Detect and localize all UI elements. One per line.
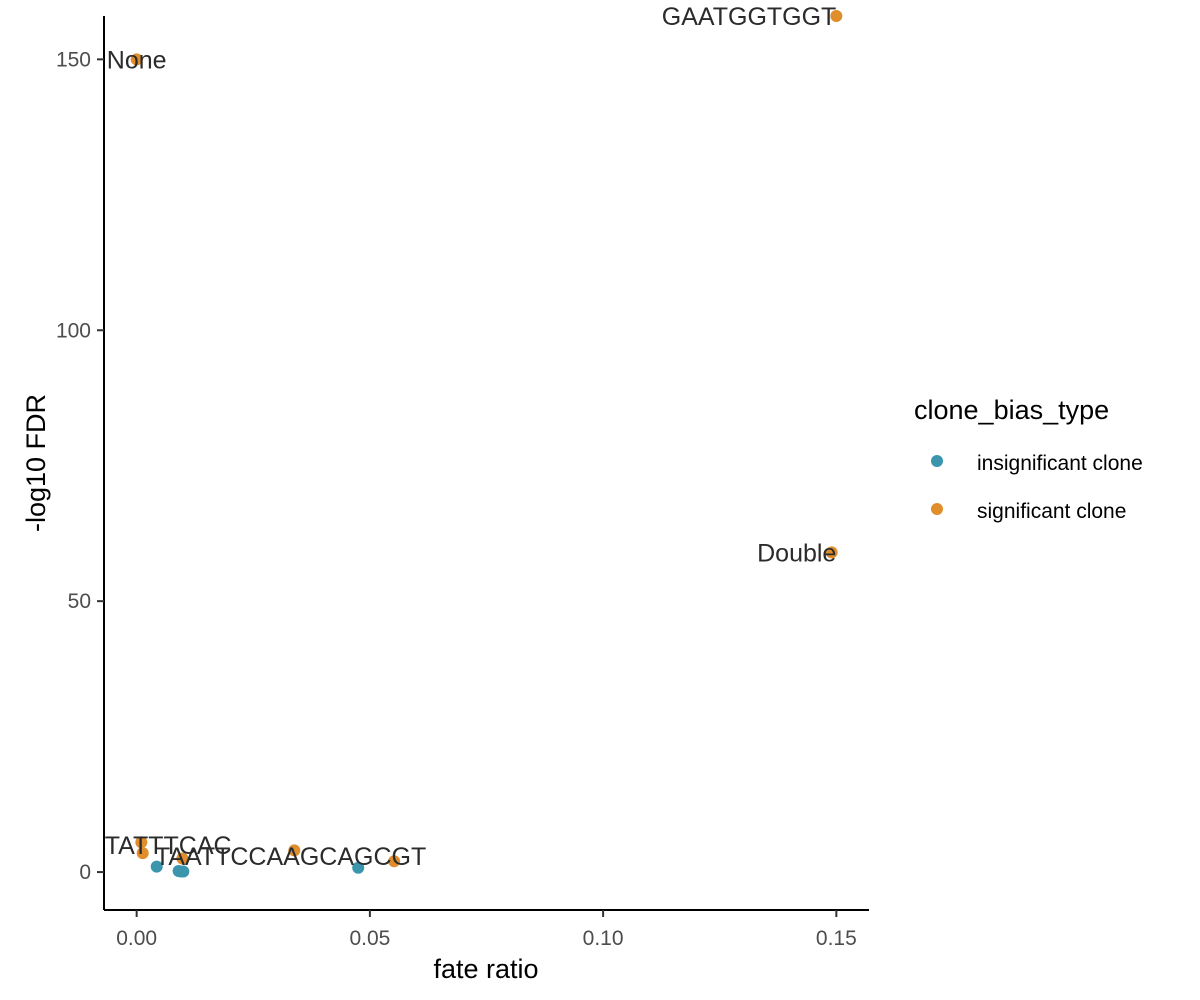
point-label: CACTATTTCAC <box>52 832 232 860</box>
y-tick-label: 0 <box>79 861 91 884</box>
x-tick-label: 0.05 <box>349 927 390 950</box>
x-axis-ticks: 0.00 0.05 0.10 0.15 <box>116 910 857 950</box>
data-point <box>388 855 401 868</box>
legend-label-insignificant: insignificant clone <box>977 452 1143 475</box>
data-point <box>135 836 148 849</box>
y-tick-label: 50 <box>68 590 91 613</box>
point-label: None <box>107 46 167 74</box>
points-layer <box>130 10 843 878</box>
y-axis-title: -log10 FDR <box>21 394 51 532</box>
point-label: GAATGGTGGT <box>662 3 837 31</box>
x-axis-title: fate ratio <box>433 954 538 984</box>
data-point <box>177 865 190 878</box>
point-label: TAATTCCAAGCAGCGT <box>155 843 426 871</box>
x-tick-label: 0.00 <box>116 927 157 950</box>
legend-key-insignificant <box>931 455 943 467</box>
x-tick-label: 0.15 <box>816 927 857 950</box>
legend-label-significant: significant clone <box>977 500 1126 523</box>
y-tick-label: 100 <box>56 319 91 342</box>
data-point <box>288 844 301 857</box>
data-point <box>136 847 149 860</box>
point-labels-layer: None GAATGGTGGT Double CACTATTTCACTAATTCCAA… <box>52 3 837 871</box>
y-tick-label: 150 <box>56 48 91 71</box>
data-point <box>830 10 843 22</box>
legend: clone_bias_type insignificant clone sign… <box>914 395 1143 523</box>
x-tick-label: 0.10 <box>583 927 624 950</box>
y-axis-ticks: 0 50 100 150 <box>56 48 104 884</box>
legend-title: clone_bias_type <box>914 395 1109 425</box>
data-point <box>825 546 838 559</box>
data-point <box>352 861 365 874</box>
point-label: Double <box>757 539 836 567</box>
data-point <box>150 860 163 873</box>
legend-key-significant <box>931 503 943 515</box>
data-point <box>176 852 189 865</box>
data-point <box>130 53 143 66</box>
